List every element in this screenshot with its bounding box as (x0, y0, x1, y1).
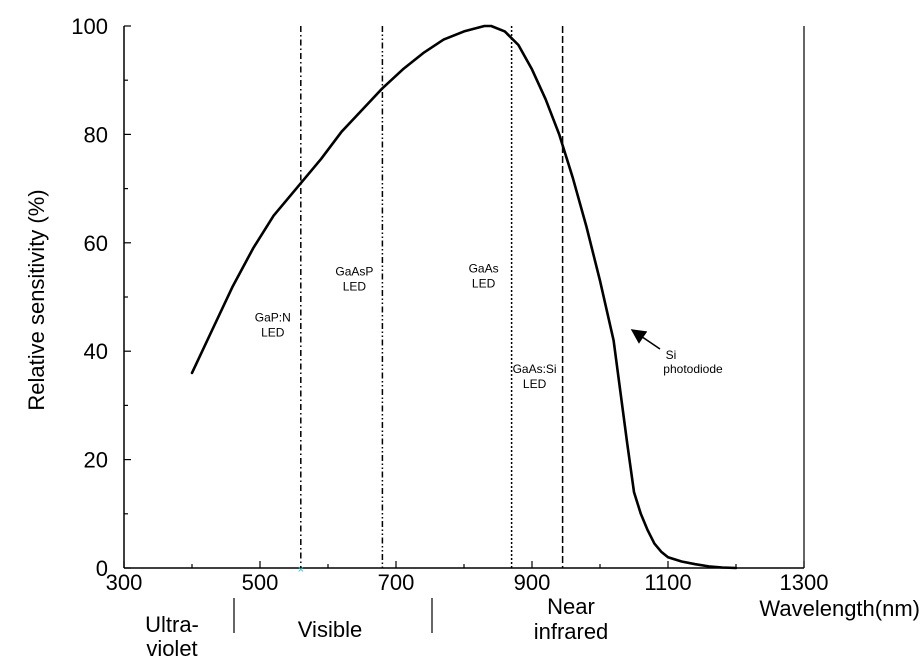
region-nir-line1: Near (547, 594, 595, 619)
led-label-2-1: LED (472, 277, 496, 291)
region-nir-line2: infrared (534, 619, 609, 644)
si-label-line2: photodiode (663, 362, 723, 376)
y-tick-label: 0 (96, 556, 108, 581)
si-label-line1: Si (666, 348, 677, 362)
led-label-1-1: LED (343, 279, 367, 293)
led-label-0-1: LED (261, 325, 285, 339)
sensitivity-curve-group: × (190, 24, 738, 576)
axis-ticks (123, 25, 805, 569)
led-label-3-0: GaAs:Si (513, 362, 557, 376)
tick-labels: 0 20 40 60 80 100 300 500 700 900 1100 1300 (71, 14, 828, 595)
x-tick-label: 1300 (780, 570, 829, 595)
x-tick-label: 700 (378, 570, 415, 595)
region-ultraviolet-line1: Ultra- (145, 612, 199, 637)
x-axis-title: Wavelength(nm) (759, 596, 920, 621)
led-label-1-0: GaAsP (335, 264, 373, 278)
led-label-2-0: GaAs (469, 262, 499, 276)
si-photodiode-annotation: Si photodiode (630, 329, 723, 376)
x-tick-label: 900 (514, 570, 551, 595)
y-tick-label: 80 (84, 122, 108, 147)
x-tick-label: 1100 (644, 570, 691, 595)
y-axis-title: Relative sensitivity (%) (24, 189, 49, 410)
si-arrow (630, 329, 661, 350)
led-label-0-0: GaP:N (255, 310, 291, 324)
sensitivity-curve (190, 24, 738, 570)
x-tick-label: 500 (242, 570, 279, 595)
y-tick-label: 100 (71, 14, 108, 39)
baseline-marker: × (298, 564, 304, 576)
y-tick-label: 20 (84, 448, 108, 473)
region-ultraviolet-line2: violet (146, 636, 197, 661)
y-tick-label: 40 (84, 339, 108, 364)
y-tick-label: 60 (84, 231, 108, 256)
region-visible: Visible (298, 617, 362, 642)
x-tick-label: 300 (106, 570, 143, 595)
led-label-3-1: LED (523, 377, 547, 391)
